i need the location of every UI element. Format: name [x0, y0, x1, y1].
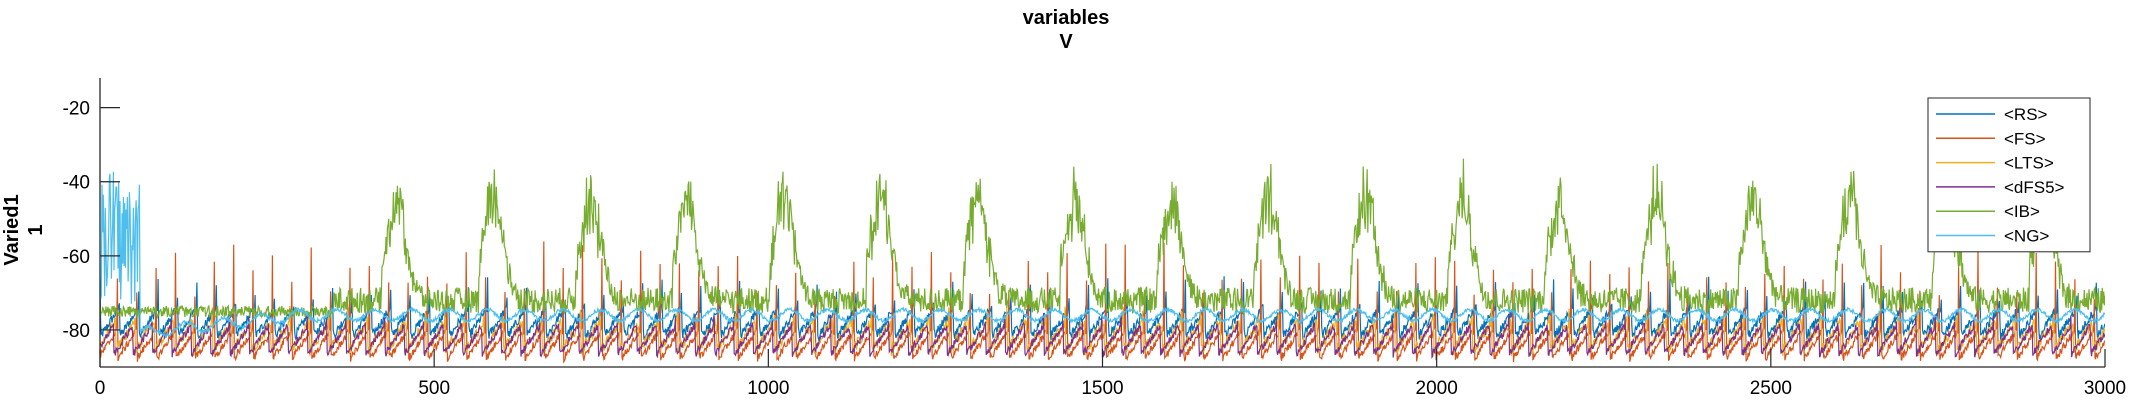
y-tick-label: -60	[63, 247, 90, 268]
chart-title-line1: variables	[1023, 7, 1110, 29]
series-line	[100, 171, 2105, 338]
x-tick-label: 3000	[2084, 378, 2126, 399]
legend-entry: <dFS5>	[2004, 178, 2065, 197]
x-tick-label: 1000	[747, 378, 789, 399]
chart-title-line2: V	[1059, 31, 1073, 53]
y-axis-label-line1: Varied1	[1, 194, 23, 265]
legend: <RS> <FS> <LTS> <dFS5> <IB> <NG>	[1927, 97, 2091, 253]
y-axis-label: Varied1 1	[1, 194, 47, 265]
x-tick-label: 500	[418, 378, 450, 399]
plot-series	[100, 158, 2105, 364]
y-tick-label: -20	[63, 99, 90, 120]
x-tick-label: 2000	[1416, 378, 1458, 399]
legend-entry: <LTS>	[2004, 154, 2054, 173]
x-tick-label: 2500	[1750, 378, 1792, 399]
y-tick-label: -80	[63, 321, 90, 342]
x-tick-label: 0	[95, 378, 106, 399]
x-tick-label: 1500	[1081, 378, 1123, 399]
axes: 0 500 1000 1500 2000 2500 3000 -80 -60 -40 -20	[63, 78, 2126, 399]
legend-entry: <IB>	[2004, 202, 2040, 221]
legend-entry: <RS>	[2004, 105, 2048, 124]
series-line	[100, 276, 2105, 342]
legend-box	[1927, 97, 2091, 253]
series-line	[100, 158, 2105, 320]
legend-entry: <NG>	[2004, 227, 2049, 246]
legend-entry: <FS>	[2004, 129, 2046, 148]
y-tick-label: -40	[63, 173, 90, 194]
y-axis-label-line2: 1	[25, 224, 47, 235]
